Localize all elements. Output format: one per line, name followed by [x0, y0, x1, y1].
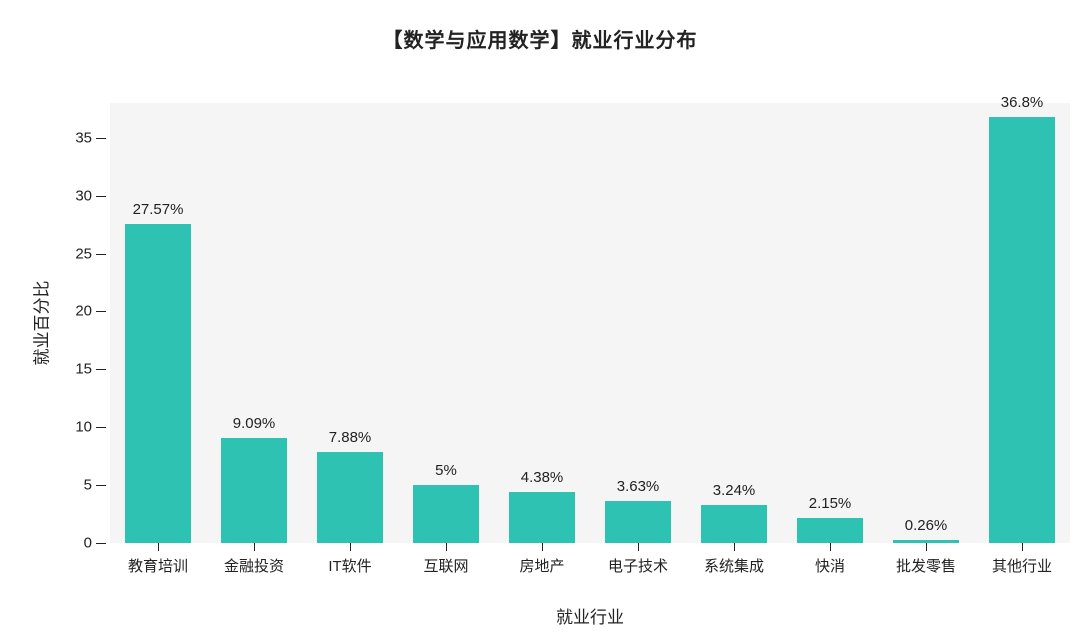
x-tick — [926, 543, 927, 551]
bar — [509, 492, 574, 543]
bar — [317, 452, 382, 543]
chart-title: 【数学与应用数学】就业行业分布 — [0, 0, 1080, 53]
y-tick — [96, 254, 106, 255]
x-tick — [638, 543, 639, 551]
y-tick-label: 25 — [75, 245, 92, 262]
bar — [221, 438, 286, 543]
x-tick — [446, 543, 447, 551]
x-tick — [350, 543, 351, 551]
bar-value-label: 2.15% — [809, 495, 852, 512]
y-tick-label: 35 — [75, 129, 92, 146]
x-tick-label: 系统集成 — [704, 555, 764, 576]
y-tick — [96, 196, 106, 197]
chart-container: 就业百分比 0510152025303527.57%教育培训9.09%金融投资7… — [0, 53, 1080, 633]
x-tick-label: IT软件 — [328, 555, 371, 576]
x-tick — [254, 543, 255, 551]
y-tick — [96, 485, 106, 486]
bar-value-label: 5% — [435, 462, 457, 479]
y-axis-title: 就业百分比 — [28, 281, 53, 366]
x-tick-label: 其他行业 — [992, 555, 1052, 576]
y-tick-label: 5 — [84, 477, 92, 494]
y-tick-label: 30 — [75, 187, 92, 204]
x-tick-label: 电子技术 — [608, 555, 668, 576]
x-tick-label: 互联网 — [423, 555, 468, 576]
bar — [413, 485, 478, 543]
bar-value-label: 3.63% — [617, 478, 660, 495]
bar-value-label: 27.57% — [133, 201, 184, 218]
x-tick-label: 金融投资 — [224, 555, 284, 576]
bar — [701, 505, 766, 543]
x-tick-label: 快消 — [815, 555, 845, 576]
y-tick-label: 15 — [75, 361, 92, 378]
x-tick-label: 批发零售 — [896, 555, 956, 576]
y-tick — [96, 369, 106, 370]
x-tick-label: 教育培训 — [128, 555, 188, 576]
bar-value-label: 0.26% — [905, 517, 948, 534]
x-tick — [158, 543, 159, 551]
x-tick-label: 房地产 — [519, 555, 564, 576]
x-tick — [1022, 543, 1023, 551]
bar — [989, 117, 1054, 543]
x-tick — [830, 543, 831, 551]
bar — [605, 501, 670, 543]
bar — [125, 224, 190, 543]
x-axis-title: 就业行业 — [556, 603, 624, 628]
bar-value-label: 36.8% — [1001, 94, 1044, 111]
y-tick — [96, 543, 106, 544]
plot-area: 0510152025303527.57%教育培训9.09%金融投资7.88%IT… — [110, 103, 1070, 543]
bar — [797, 518, 862, 543]
y-tick — [96, 311, 106, 312]
bar-value-label: 3.24% — [713, 482, 756, 499]
bar-value-label: 9.09% — [233, 415, 276, 432]
y-tick-label: 10 — [75, 419, 92, 436]
x-tick — [734, 543, 735, 551]
x-tick — [542, 543, 543, 551]
y-tick — [96, 427, 106, 428]
y-tick-label: 20 — [75, 303, 92, 320]
bar-value-label: 4.38% — [521, 469, 564, 486]
y-tick — [96, 138, 106, 139]
y-tick-label: 0 — [84, 535, 92, 552]
bar-value-label: 7.88% — [329, 429, 372, 446]
